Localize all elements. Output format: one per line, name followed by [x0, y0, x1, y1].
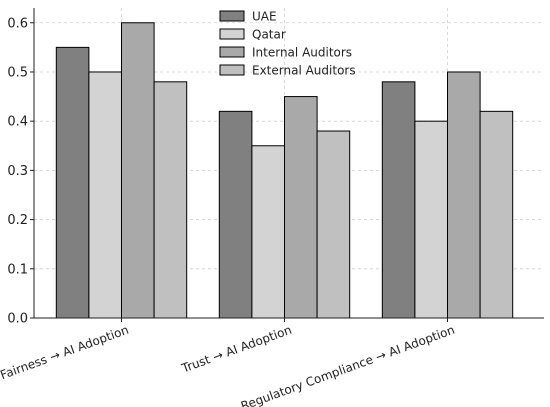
- bar-uae-2: [381, 81, 416, 319]
- bar-uae-0: [55, 46, 90, 319]
- axes: [33, 8, 544, 322]
- legend-label: External Auditors: [252, 64, 356, 78]
- legend-label: UAE: [252, 10, 277, 24]
- y-tick-label: 0.3: [7, 164, 28, 179]
- y-tick-label: 0.2: [7, 213, 28, 228]
- legend-label: Qatar: [252, 28, 286, 42]
- legend-swatch: [219, 28, 245, 40]
- y-tick-label: 0.5: [7, 65, 28, 80]
- legend-swatch: [219, 64, 245, 76]
- bar-internal-auditors-2: [447, 71, 481, 319]
- legend-label: Internal Auditors: [252, 46, 352, 60]
- bar-qatar-1: [251, 145, 285, 319]
- x-category-label: Fairness → AI Adoption: [0, 323, 131, 383]
- y-tick-label: 0.4: [7, 115, 28, 130]
- bar-qatar-2: [414, 120, 448, 319]
- bar-external-auditors-0: [153, 81, 188, 319]
- legend-swatch: [219, 46, 245, 58]
- bar-internal-auditors-1: [284, 96, 318, 319]
- x-category-label: Trust → AI Adoption: [179, 323, 294, 376]
- y-axis-ticks: 0.0 0.1 0.2 0.3 0.4 0.5 0.6: [7, 16, 34, 327]
- bar-qatar-0: [88, 71, 122, 319]
- legend: UAE Qatar Internal Auditors External Audito…: [219, 10, 356, 78]
- bar-uae-1: [218, 110, 253, 319]
- bar-internal-auditors-0: [121, 22, 155, 319]
- x-axis-labels: Fairness → AI Adoption Trust → AI Adoptio…: [0, 323, 457, 407]
- y-tick-label: 0.0: [7, 312, 28, 327]
- y-tick-label: 0.1: [7, 262, 28, 277]
- bar-external-auditors-1: [316, 130, 351, 319]
- y-tick-label: 0.6: [7, 16, 28, 31]
- legend-swatch: [219, 10, 245, 22]
- bar-external-auditors-2: [479, 110, 514, 319]
